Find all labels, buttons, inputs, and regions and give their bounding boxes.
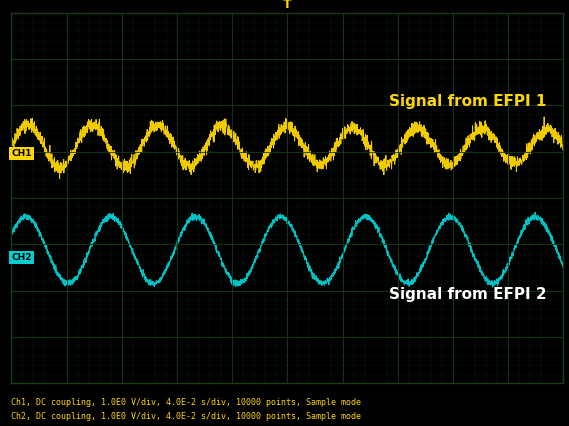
Text: Ch1, DC coupling, 1.0E0 V/div, 4.0E-2 s/div, 10000 points, Sample mode: Ch1, DC coupling, 1.0E0 V/div, 4.0E-2 s/… [11,398,361,407]
Text: Signal from EFPI 1: Signal from EFPI 1 [389,94,547,109]
Text: CH2: CH2 [11,253,32,262]
Text: Ch2, DC coupling, 1.0E0 V/div, 4.0E-2 s/div, 10000 points, Sample mode: Ch2, DC coupling, 1.0E0 V/div, 4.0E-2 s/… [11,412,361,421]
Text: CH1: CH1 [11,149,32,158]
Text: Signal from EFPI 2: Signal from EFPI 2 [389,287,547,302]
Text: T: T [283,0,292,11]
